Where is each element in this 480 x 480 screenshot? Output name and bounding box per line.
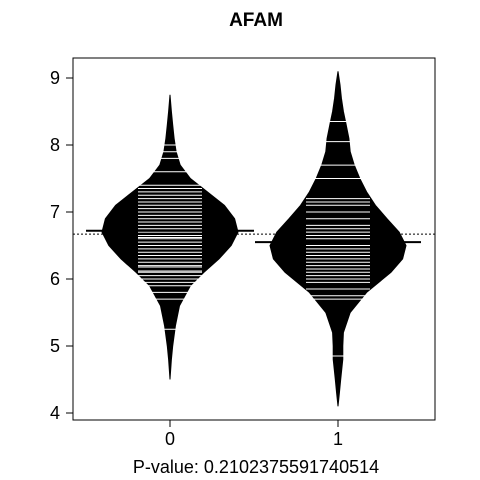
y-tick-label: 6 xyxy=(50,269,60,289)
x-tick-label: 0 xyxy=(165,429,175,449)
chart-title: AFAM xyxy=(229,10,283,31)
y-axis: 4 5 6 7 8 9 xyxy=(50,68,73,423)
x-axis-label: P-value: 0.2102375591740514 xyxy=(133,457,379,477)
y-tick-label: 8 xyxy=(50,135,60,155)
x-tick-label: 1 xyxy=(333,429,343,449)
bean-1 xyxy=(269,71,407,407)
overlay-layer xyxy=(73,229,435,244)
y-tick-label: 4 xyxy=(50,403,60,423)
plot-frame xyxy=(72,57,436,421)
y-tick-label: 5 xyxy=(50,336,60,356)
y-tick-label: 9 xyxy=(50,68,60,88)
y-tick-label: 7 xyxy=(50,202,60,222)
beans-layer xyxy=(101,71,407,407)
bean-0 xyxy=(101,94,239,380)
